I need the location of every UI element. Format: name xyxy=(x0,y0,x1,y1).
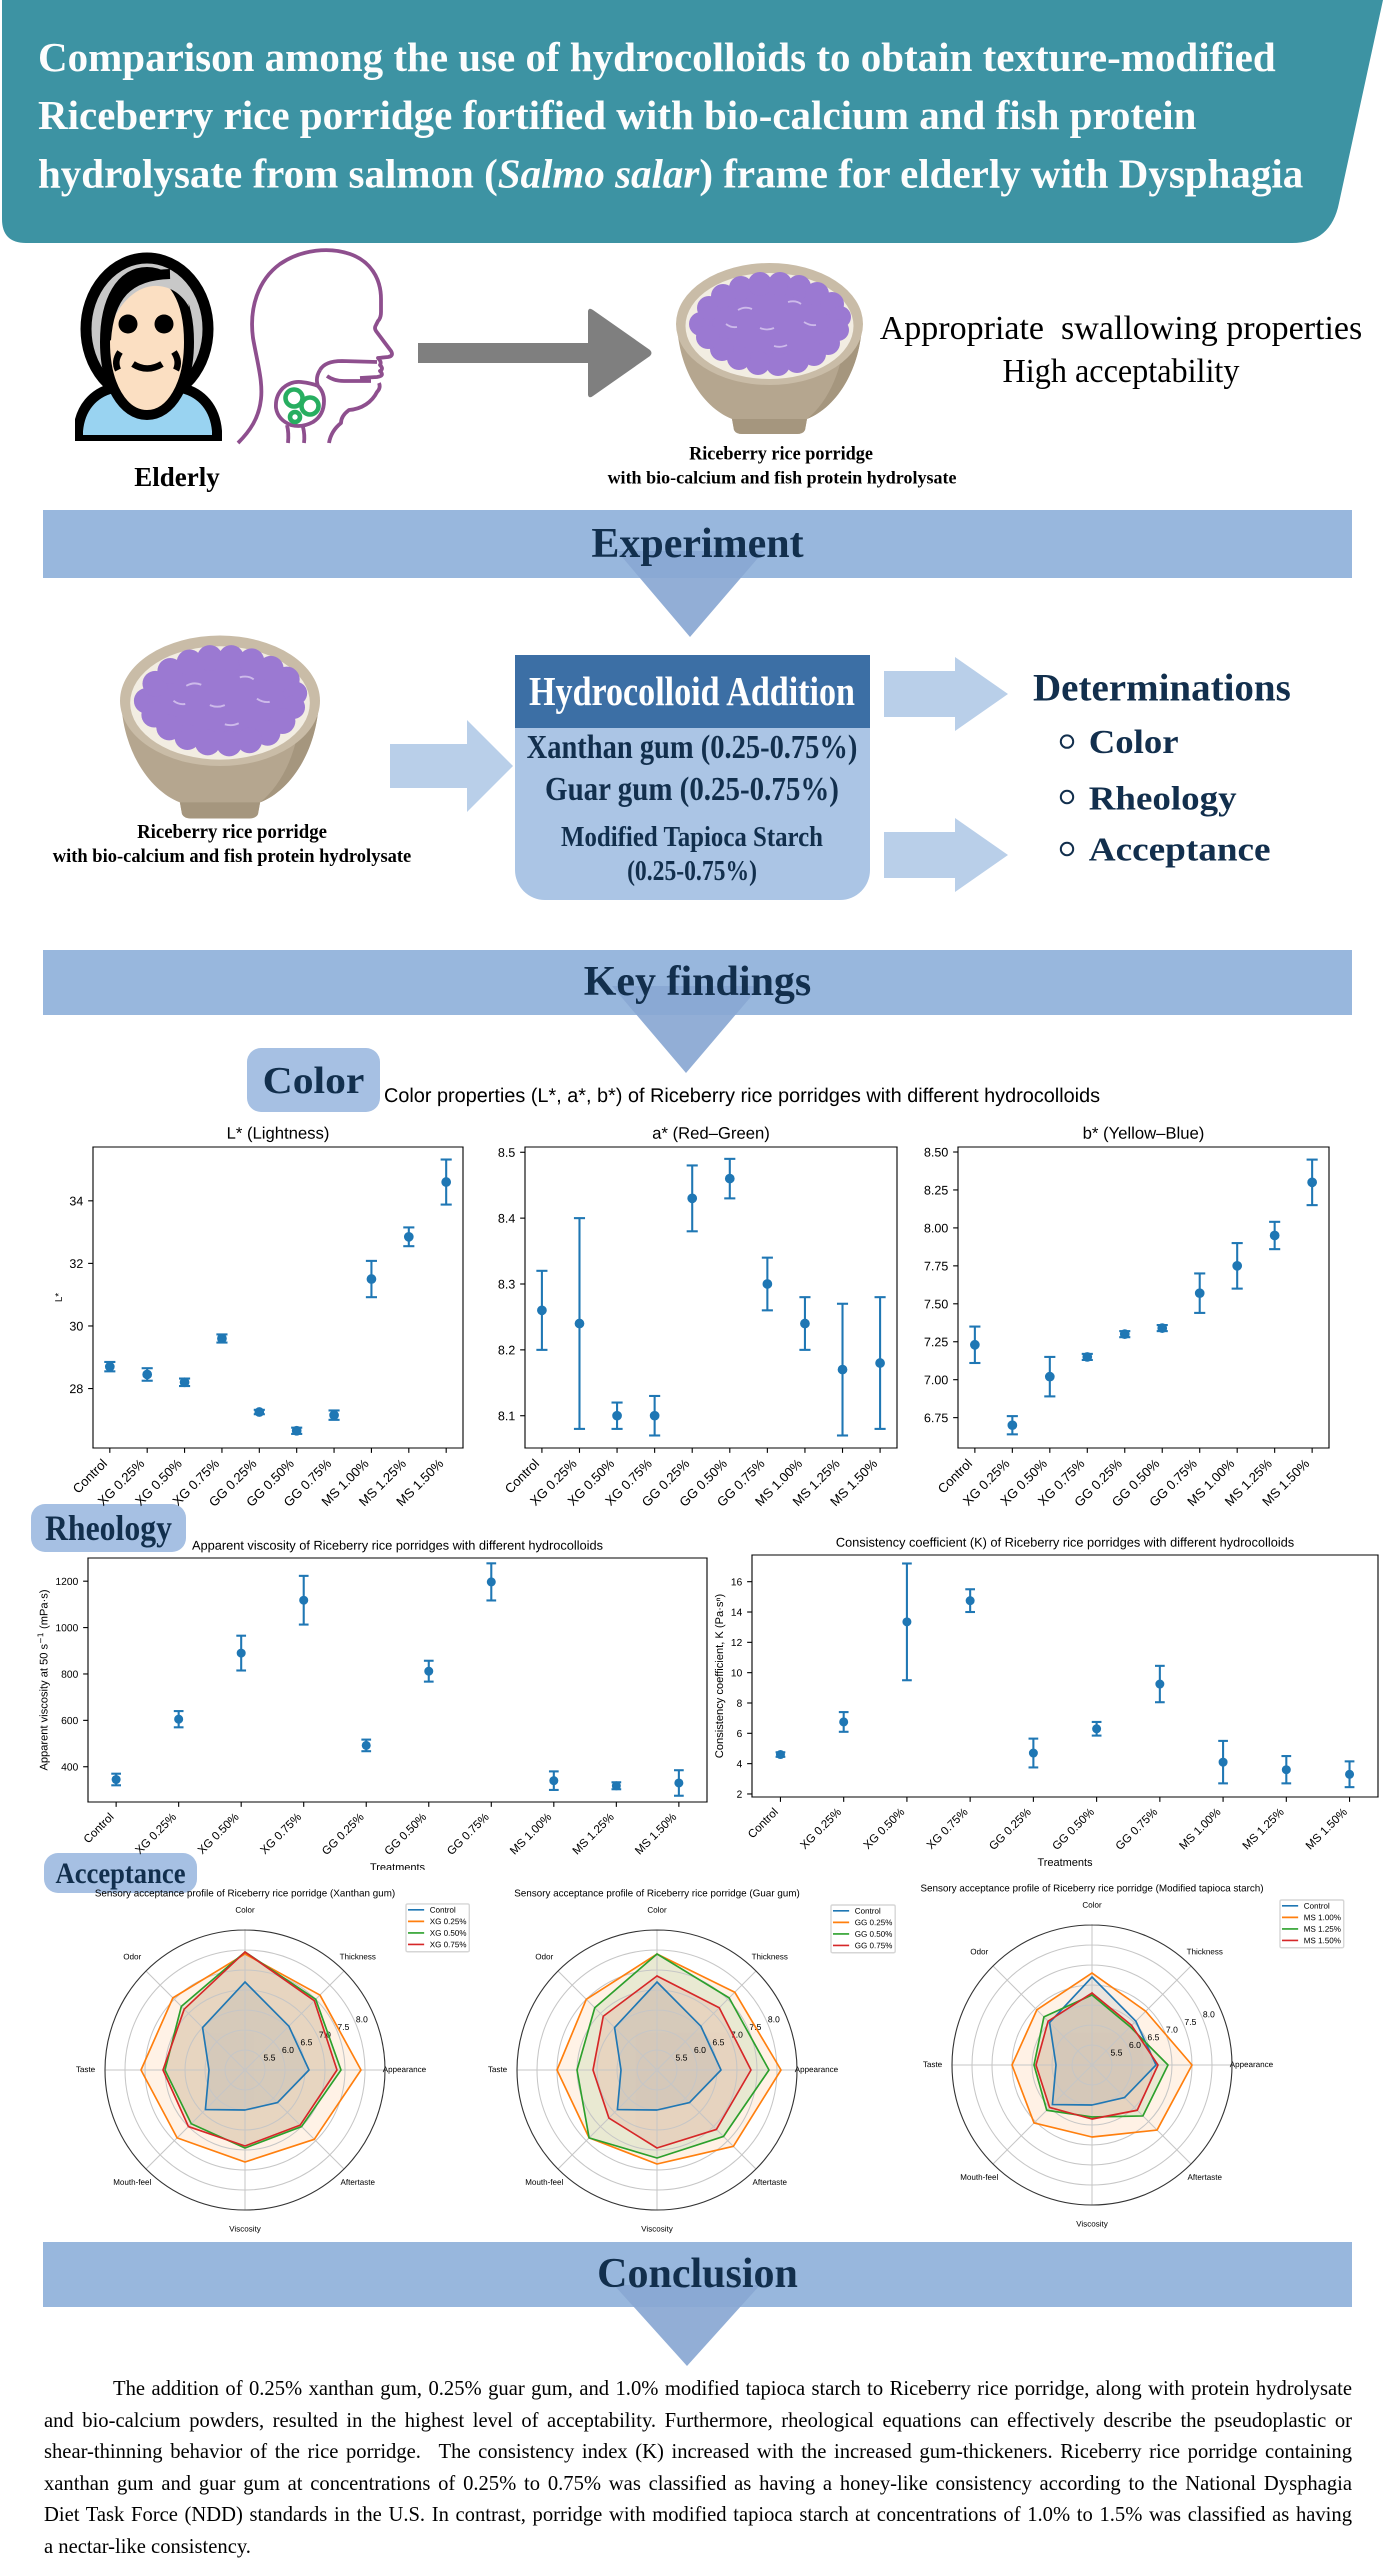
svg-text:Acceptance: Acceptance xyxy=(56,1858,186,1891)
svg-text:Xanthan gum (0.25-0.75%): Xanthan gum (0.25-0.75%) xyxy=(527,728,858,766)
svg-text:Acceptance: Acceptance xyxy=(1089,830,1271,868)
svg-text:Hydrocolloid Addition: Hydrocolloid Addition xyxy=(529,669,855,715)
svg-text:with bio-calcium and fish prot: with bio-calcium and fish protein hydrol… xyxy=(53,847,412,867)
svg-text:High acceptability: High acceptability xyxy=(1003,352,1240,390)
svg-text:Color: Color xyxy=(263,1059,365,1102)
svg-text:Appropriate swallowing proper: Appropriate swallowing properties xyxy=(880,310,1363,347)
svg-text:Rheology: Rheology xyxy=(1089,779,1237,817)
svg-text:Riceberry rice porridge: Riceberry rice porridge xyxy=(137,822,327,843)
svg-text:Determinations: Determinations xyxy=(1033,666,1291,709)
svg-text:hydrolysate from salmon (Salmo: hydrolysate from salmon (Salmo salar) fr… xyxy=(38,151,1303,197)
svg-text:Comparison among the use of hy: Comparison among the use of hydrocolloid… xyxy=(38,34,1276,80)
svg-text:Guar gum (0.25-0.75%): Guar gum (0.25-0.75%) xyxy=(545,770,839,808)
svg-text:Color: Color xyxy=(1089,722,1179,760)
svg-text:Modified Tapioca Starch: Modified Tapioca Starch xyxy=(561,821,823,853)
svg-text:(0.25-0.75%): (0.25-0.75%) xyxy=(627,855,757,886)
svg-text:Riceberry rice porridge: Riceberry rice porridge xyxy=(689,443,873,464)
svg-text:Rheology: Rheology xyxy=(45,1509,172,1548)
svg-text:with bio-calcium and fish prot: with bio-calcium and fish protein hydrol… xyxy=(608,468,957,488)
svg-text:Riceberry rice porridge fortif: Riceberry rice porridge fortified with b… xyxy=(38,92,1197,138)
